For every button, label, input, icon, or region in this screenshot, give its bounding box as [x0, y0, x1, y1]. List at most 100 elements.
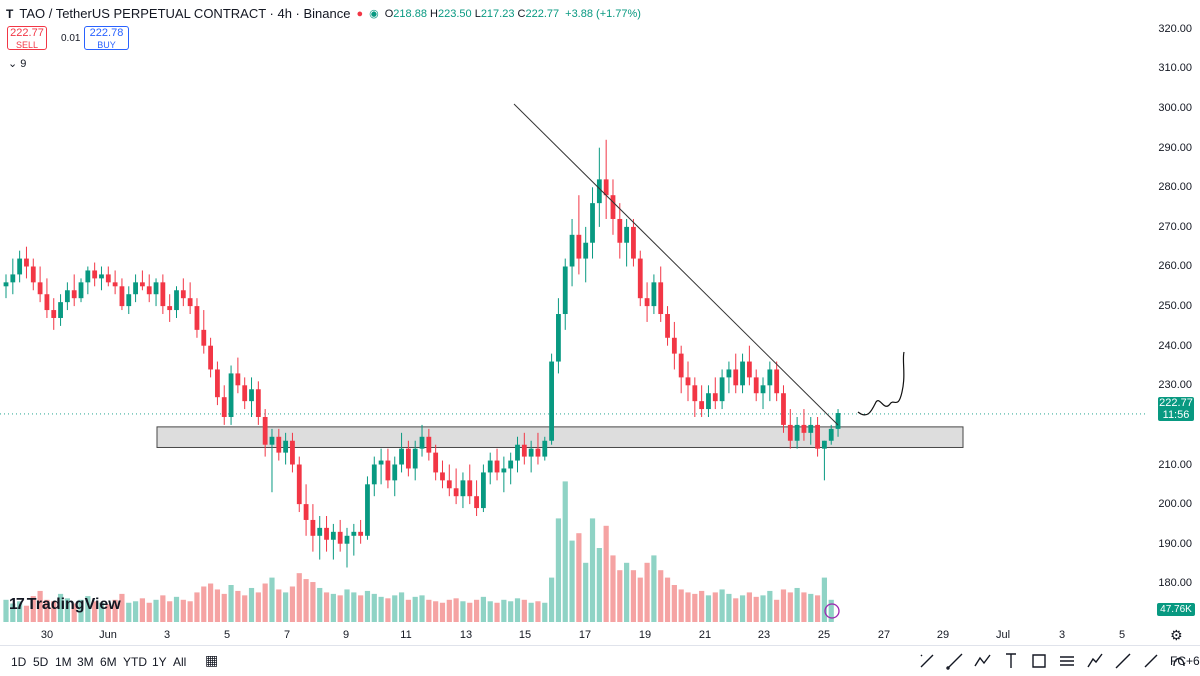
candle-body: [30, 266, 36, 283]
buy-button[interactable]: 222.78 BUY: [84, 26, 129, 50]
candle-body: [235, 373, 241, 386]
timeframe-button-1m[interactable]: 1M: [55, 655, 72, 669]
volume-bar: [651, 555, 657, 622]
candlestick-chart[interactable]: [0, 0, 1148, 625]
ruler-icon[interactable]: [1141, 651, 1161, 671]
volume-bar: [685, 592, 691, 622]
volume-bar: [733, 598, 739, 622]
volume-bar: [808, 593, 814, 622]
candle-body: [296, 464, 302, 505]
candle-body: [508, 460, 514, 469]
volume-bar: [562, 481, 568, 622]
timeframe-button-1d[interactable]: 1D: [11, 655, 27, 669]
date-range-icon[interactable]: ▦: [205, 652, 219, 668]
candle-body: [678, 353, 684, 378]
trend-line-icon[interactable]: [945, 651, 965, 671]
timeframe-button-all[interactable]: All: [173, 655, 187, 669]
volume-bar: [255, 592, 261, 622]
candle-body: [746, 361, 752, 378]
price-axis[interactable]: 320.00 310.00 300.00 290.00 280.00 270.00 260.…: [1148, 0, 1200, 625]
time-tick-label: 27: [877, 629, 891, 641]
timeframe-button-ytd[interactable]: YTD: [123, 655, 147, 669]
time-axis[interactable]: 30 Jun 3 5 7 9 11 13 15 17 19 21 23 25 27 29 Jul 3 5: [0, 625, 1148, 645]
candle-body: [358, 531, 364, 536]
measure-icon[interactable]: [1113, 651, 1133, 671]
volume-bar: [214, 589, 221, 622]
pattern-icon[interactable]: [973, 651, 993, 671]
support-zone: [156, 426, 964, 448]
volume-bar: [201, 586, 207, 622]
candle-body: [365, 484, 370, 536]
volume-bar: [337, 595, 343, 622]
more-tools-label[interactable]: FC+6: [1170, 654, 1200, 668]
price-tick-label: 300.00: [1158, 102, 1192, 115]
candle-body: [3, 282, 9, 287]
volume-bar: [433, 601, 439, 622]
candle-body: [753, 377, 759, 394]
candle-body: [160, 282, 166, 307]
volume-bar: [453, 598, 459, 622]
timeframe-button-1y[interactable]: 1Y: [152, 655, 167, 669]
candle-body: [99, 274, 104, 279]
brush-icon[interactable]: [1085, 651, 1105, 671]
candle-body: [399, 448, 404, 465]
volume-bar: [521, 599, 527, 622]
candle-body: [481, 472, 486, 509]
timeframe-button-6m[interactable]: 6M: [100, 655, 117, 669]
candle-body: [119, 286, 125, 307]
chart-canvas[interactable]: [0, 0, 1148, 625]
volume-bar: [624, 562, 630, 622]
settings-icon[interactable]: ⚙: [1170, 627, 1183, 643]
volume-bar: [351, 592, 357, 622]
shapes-icon[interactable]: [1169, 651, 1189, 671]
eye-icon[interactable]: ◉: [369, 8, 379, 20]
candle-body: [603, 179, 609, 196]
price-tick-label: 200.00: [1158, 498, 1192, 511]
volume-bar: [85, 596, 91, 622]
candle-body: [419, 436, 425, 449]
candle-body: [440, 472, 445, 481]
text-tool-icon[interactable]: [1001, 651, 1021, 671]
candle-body: [781, 393, 786, 425]
volume-bar: [126, 602, 132, 622]
chevron-down-icon: ⌄: [8, 58, 18, 70]
time-tick-label: 3: [163, 629, 171, 641]
volume-bar: [630, 570, 637, 622]
candle-body: [699, 401, 705, 410]
crosshair-icon[interactable]: [917, 651, 937, 671]
projection-path: [857, 351, 905, 416]
timeframe-button-5d[interactable]: 5D: [33, 655, 49, 669]
volume-bar: [739, 595, 746, 622]
candle-body: [617, 218, 623, 243]
volume-bar: [92, 601, 98, 622]
volume-bar: [289, 586, 296, 622]
timeframe-button-3m[interactable]: 3M: [77, 655, 94, 669]
price-tick-label: 310.00: [1158, 62, 1192, 75]
symbol-title[interactable]: TAO / TetherUS PERPETUAL CONTRACT · 4h ·…: [19, 6, 351, 21]
candle-body: [774, 369, 780, 394]
candle-body: [815, 424, 820, 449]
volume-bar: [30, 596, 36, 622]
volume-bar: [473, 599, 480, 622]
candle-body: [453, 488, 459, 497]
time-tick-label: 13: [459, 629, 473, 641]
volume-tag: 47.76K: [1157, 603, 1195, 616]
candle-body: [133, 282, 138, 295]
sell-button[interactable]: 222.77 SELL: [7, 26, 47, 50]
candle-body: [787, 424, 793, 441]
candle-body: [71, 290, 77, 299]
volume-bar: [569, 540, 575, 622]
price-tick-label: 210.00: [1158, 458, 1192, 471]
indicators-toggle[interactable]: ⌄ 9: [8, 58, 27, 70]
candle-body: [201, 329, 207, 346]
volume-bar: [726, 593, 732, 622]
candle-body: [255, 389, 261, 417]
candle-body: [337, 531, 343, 544]
fib-icon[interactable]: [1057, 651, 1077, 671]
volume-bar: [419, 595, 425, 622]
candle-body: [378, 460, 384, 465]
candle-body: [283, 440, 289, 453]
volume-bar: [589, 518, 596, 622]
candle-body: [767, 369, 773, 386]
rectangle-icon[interactable]: [1029, 651, 1049, 671]
